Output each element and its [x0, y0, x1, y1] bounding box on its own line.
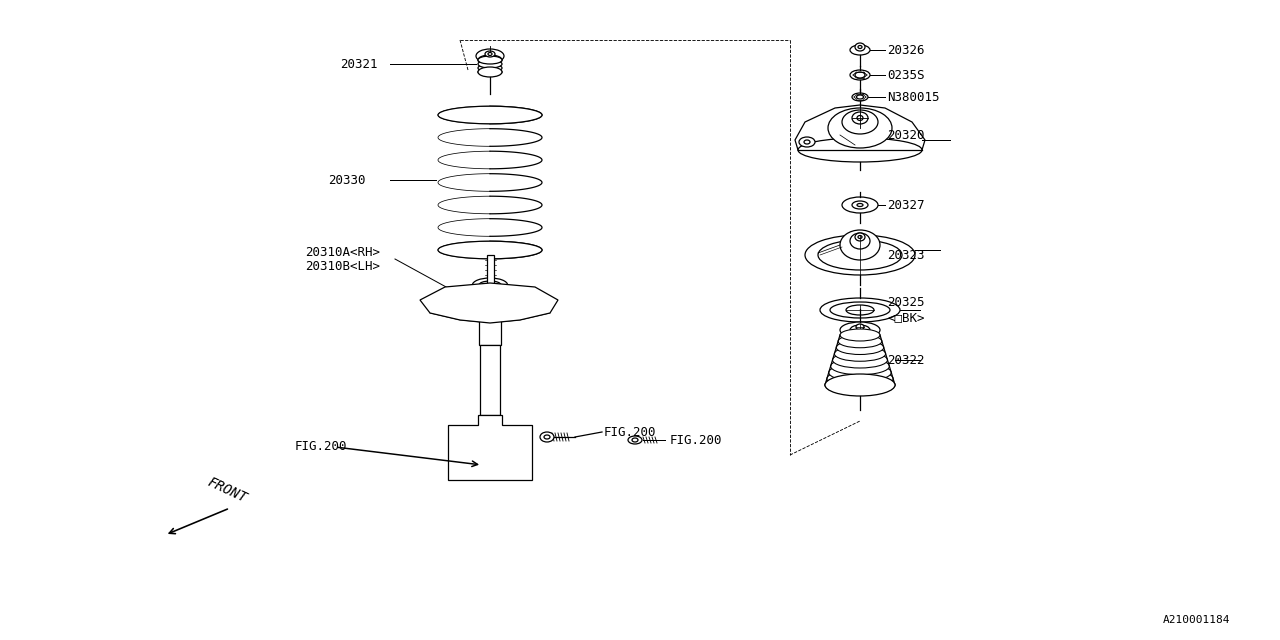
Polygon shape: [448, 415, 532, 480]
Ellipse shape: [835, 346, 886, 361]
Ellipse shape: [850, 45, 870, 55]
Ellipse shape: [826, 375, 895, 395]
Ellipse shape: [856, 324, 864, 330]
Text: 20322: 20322: [887, 353, 924, 367]
Ellipse shape: [846, 305, 874, 315]
Ellipse shape: [477, 68, 502, 76]
Ellipse shape: [486, 457, 494, 463]
Ellipse shape: [472, 278, 508, 292]
Ellipse shape: [512, 429, 529, 441]
Ellipse shape: [840, 230, 881, 260]
Ellipse shape: [828, 108, 892, 148]
Ellipse shape: [858, 204, 863, 207]
Ellipse shape: [828, 364, 891, 381]
Text: 0235S: 0235S: [887, 68, 924, 81]
Ellipse shape: [840, 322, 881, 338]
Ellipse shape: [840, 329, 881, 341]
Ellipse shape: [438, 106, 541, 124]
Ellipse shape: [856, 95, 864, 99]
Text: 20310B<LH>: 20310B<LH>: [305, 259, 380, 273]
Ellipse shape: [544, 435, 550, 439]
Text: 20321: 20321: [340, 58, 378, 70]
Ellipse shape: [457, 433, 463, 438]
Ellipse shape: [818, 240, 902, 270]
Ellipse shape: [850, 325, 870, 335]
Ellipse shape: [477, 67, 502, 77]
Text: FIG.200: FIG.200: [669, 433, 722, 447]
Ellipse shape: [838, 335, 882, 348]
Bar: [480, 345, 500, 415]
Bar: [486, 255, 494, 295]
Ellipse shape: [826, 374, 895, 396]
Ellipse shape: [850, 233, 870, 249]
Ellipse shape: [797, 138, 922, 162]
Ellipse shape: [832, 352, 887, 368]
Ellipse shape: [827, 369, 893, 388]
Ellipse shape: [836, 340, 883, 355]
Text: 20327: 20327: [887, 198, 924, 211]
Text: 20330: 20330: [328, 173, 366, 186]
Ellipse shape: [804, 140, 810, 144]
Text: A210001184: A210001184: [1162, 615, 1230, 625]
Ellipse shape: [438, 241, 541, 259]
Ellipse shape: [852, 112, 868, 124]
Ellipse shape: [855, 43, 865, 51]
Ellipse shape: [855, 72, 865, 78]
Text: N380015: N380015: [887, 90, 940, 104]
Text: FRONT: FRONT: [205, 475, 248, 505]
Ellipse shape: [479, 281, 500, 289]
Ellipse shape: [855, 233, 865, 241]
Ellipse shape: [488, 52, 492, 56]
Ellipse shape: [480, 452, 500, 468]
Ellipse shape: [477, 60, 502, 68]
Bar: [479, 290, 500, 345]
Ellipse shape: [463, 465, 477, 475]
Ellipse shape: [850, 70, 870, 80]
Ellipse shape: [858, 45, 861, 49]
Ellipse shape: [632, 438, 637, 442]
Ellipse shape: [485, 51, 495, 57]
Text: 20323: 20323: [887, 248, 924, 262]
Ellipse shape: [842, 197, 878, 213]
Ellipse shape: [858, 115, 863, 120]
Ellipse shape: [540, 432, 554, 442]
Ellipse shape: [628, 436, 643, 444]
Ellipse shape: [503, 465, 517, 475]
Ellipse shape: [799, 137, 815, 147]
Text: 20325: 20325: [887, 296, 924, 308]
Polygon shape: [420, 283, 558, 323]
Ellipse shape: [517, 433, 524, 438]
Ellipse shape: [842, 110, 878, 134]
Ellipse shape: [831, 358, 890, 375]
Ellipse shape: [477, 56, 502, 64]
Ellipse shape: [805, 235, 915, 275]
Ellipse shape: [852, 201, 868, 209]
Text: 20320: 20320: [887, 129, 924, 141]
Ellipse shape: [820, 298, 900, 322]
Text: FIG.200: FIG.200: [294, 440, 347, 454]
Ellipse shape: [829, 302, 890, 318]
Text: FIG.200: FIG.200: [604, 426, 657, 438]
Text: <□BK>: <□BK>: [887, 312, 924, 324]
Text: 20326: 20326: [887, 44, 924, 56]
Text: 20310A<RH>: 20310A<RH>: [305, 246, 380, 259]
Ellipse shape: [476, 49, 504, 63]
Ellipse shape: [452, 429, 468, 441]
Ellipse shape: [477, 55, 502, 65]
Ellipse shape: [852, 93, 868, 101]
Ellipse shape: [477, 64, 502, 72]
Ellipse shape: [858, 236, 861, 239]
